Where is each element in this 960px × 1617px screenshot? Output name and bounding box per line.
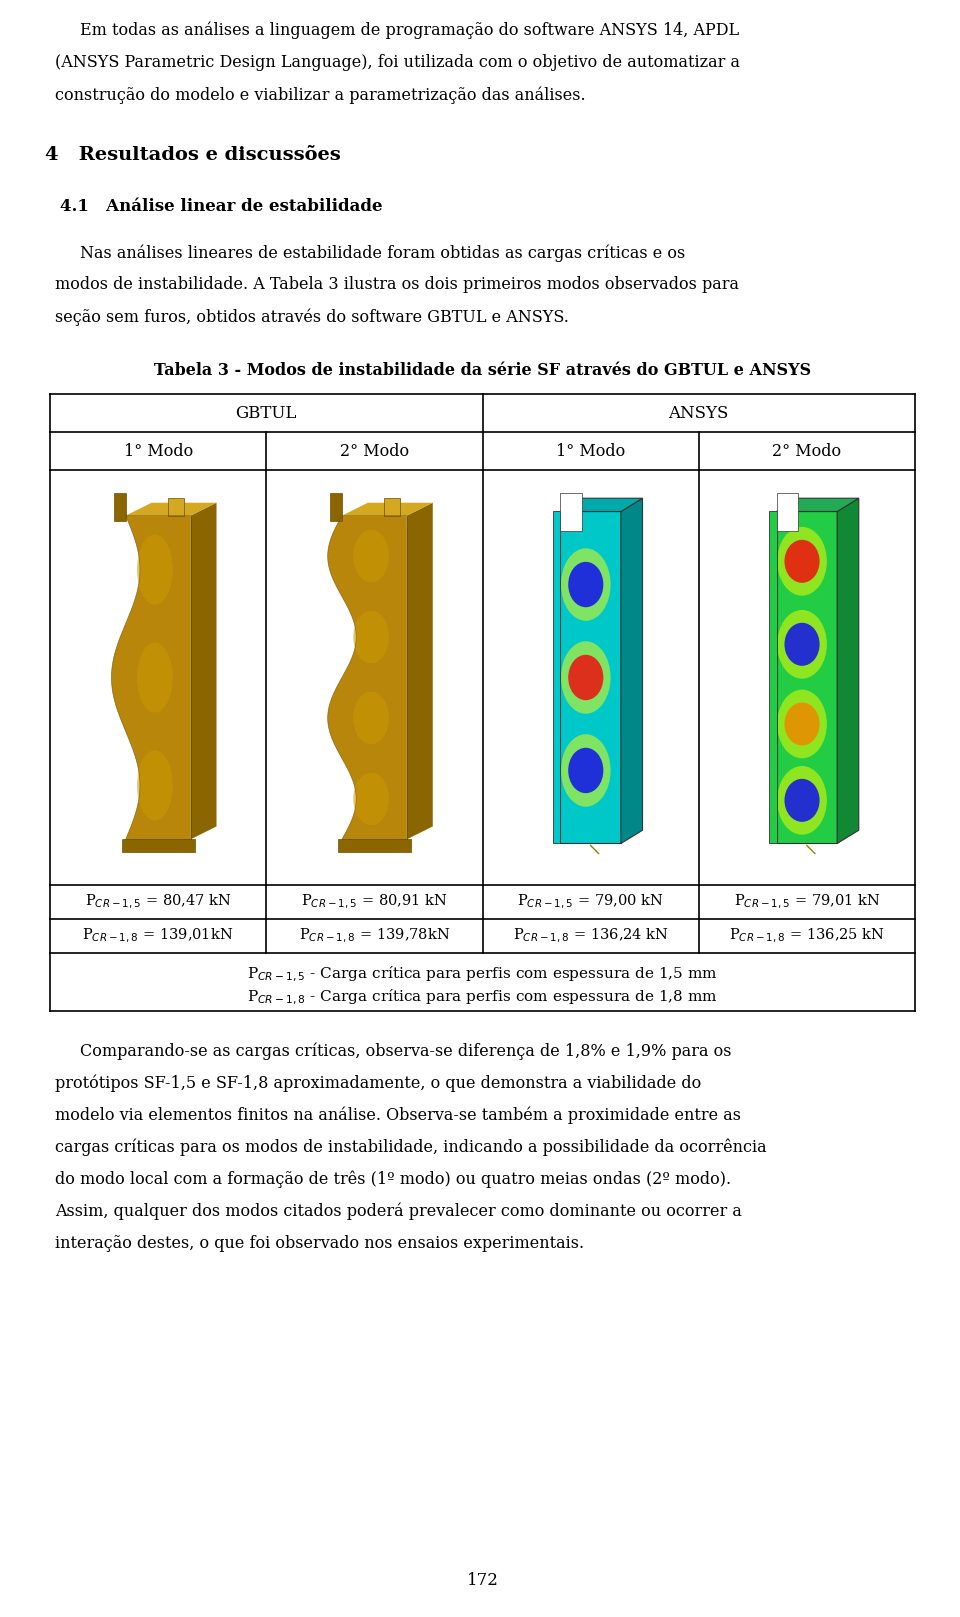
Bar (777, 493, 798, 532)
Polygon shape (407, 503, 433, 839)
Text: Assim, qualquer dos modos citados poderá prevalecer como dominante ou ocorrer a: Assim, qualquer dos modos citados poderá… (55, 1203, 742, 1221)
Text: 1° Modo: 1° Modo (556, 443, 625, 459)
Ellipse shape (568, 747, 603, 794)
Ellipse shape (137, 535, 173, 605)
Text: P$_{CR-1,5}$ = 79,01 kN: P$_{CR-1,5}$ = 79,01 kN (733, 893, 880, 910)
Text: protótipos SF-1,5 e SF-1,8 aproximadamente, o que demonstra a viabilidade do: protótipos SF-1,5 e SF-1,8 aproximadamen… (55, 1075, 701, 1093)
Ellipse shape (784, 540, 820, 582)
Text: construção do modelo e viabilizar a parametrização das análises.: construção do modelo e viabilizar a para… (55, 86, 586, 103)
Text: P$_{CR-1,8}$ - Carga crítica para perfis com espessura de 1,8 mm: P$_{CR-1,8}$ - Carga crítica para perfis… (247, 988, 718, 1007)
Ellipse shape (561, 642, 611, 713)
Text: Nas análises lineares de estabilidade foram obtidas as cargas críticas e os: Nas análises lineares de estabilidade fo… (80, 244, 685, 262)
Text: Em todas as análises a linguagem de programação do software ANSYS 14, APDL: Em todas as análises a linguagem de prog… (80, 23, 739, 39)
Polygon shape (327, 516, 407, 839)
Text: 4.1   Análise linear de estabilidade: 4.1 Análise linear de estabilidade (60, 197, 382, 215)
Text: P$_{CR-1,8}$ = 139,78kN: P$_{CR-1,8}$ = 139,78kN (299, 927, 450, 946)
Text: Tabela 3 - Modos de instabilidade da série SF através do GBTUL e ANSYS: Tabela 3 - Modos de instabilidade da sér… (154, 362, 811, 378)
Ellipse shape (784, 623, 820, 666)
Ellipse shape (353, 530, 389, 582)
Polygon shape (837, 498, 859, 844)
Ellipse shape (353, 773, 389, 825)
Bar (122, 839, 195, 852)
Text: P$_{CR-1,8}$ = 139,01kN: P$_{CR-1,8}$ = 139,01kN (83, 927, 234, 946)
Bar (338, 839, 411, 852)
Bar (561, 511, 621, 844)
Ellipse shape (561, 734, 611, 807)
Ellipse shape (137, 750, 173, 820)
Bar (553, 511, 561, 844)
Ellipse shape (778, 527, 827, 595)
Text: cargas críticas para os modos de instabilidade, indicando a possibilidade da oco: cargas críticas para os modos de instabi… (55, 1138, 767, 1156)
Text: modos de instabilidade. A Tabela 3 ilustra os dois primeiros modos observados pa: modos de instabilidade. A Tabela 3 ilust… (55, 277, 739, 293)
Text: 1° Modo: 1° Modo (124, 443, 193, 459)
Text: 4   Resultados e discussões: 4 Resultados e discussões (45, 146, 341, 163)
Bar (114, 493, 126, 521)
Ellipse shape (353, 692, 389, 744)
Text: 2° Modo: 2° Modo (340, 443, 409, 459)
Polygon shape (111, 516, 191, 839)
Ellipse shape (137, 642, 173, 713)
Ellipse shape (778, 610, 827, 679)
Bar (769, 511, 777, 844)
Text: P$_{CR-1,8}$ = 136,24 kN: P$_{CR-1,8}$ = 136,24 kN (513, 927, 668, 946)
Text: ANSYS: ANSYS (668, 404, 729, 422)
Ellipse shape (778, 766, 827, 834)
Polygon shape (126, 503, 217, 516)
Text: do modo local com a formação de três (1º modo) ou quatro meias ondas (2º modo).: do modo local com a formação de três (1º… (55, 1171, 732, 1188)
Polygon shape (191, 503, 217, 839)
Bar (168, 498, 184, 516)
Ellipse shape (353, 611, 389, 663)
Text: P$_{CR-1,5}$ = 80,91 kN: P$_{CR-1,5}$ = 80,91 kN (301, 893, 447, 910)
Ellipse shape (568, 655, 603, 700)
Ellipse shape (561, 548, 611, 621)
Polygon shape (777, 498, 859, 511)
Text: P$_{CR-1,5}$ = 79,00 kN: P$_{CR-1,5}$ = 79,00 kN (517, 893, 664, 910)
Polygon shape (342, 503, 433, 516)
Bar (777, 511, 837, 844)
Ellipse shape (568, 561, 603, 608)
Text: 172: 172 (467, 1572, 498, 1590)
Text: GBTUL: GBTUL (235, 404, 297, 422)
Ellipse shape (784, 779, 820, 821)
Text: interação destes, o que foi observado nos ensaios experimentais.: interação destes, o que foi observado no… (55, 1235, 584, 1252)
Text: P$_{CR-1,5}$ - Carga crítica para perfis com espessura de 1,5 mm: P$_{CR-1,5}$ - Carga crítica para perfis… (247, 965, 718, 985)
Text: seção sem furos, obtidos através do software GBTUL e ANSYS.: seção sem furos, obtidos através do soft… (55, 307, 569, 325)
Text: Comparando-se as cargas críticas, observa-se diferença de 1,8% e 1,9% para os: Comparando-se as cargas críticas, observ… (80, 1043, 732, 1061)
Text: P$_{CR-1,8}$ = 136,25 kN: P$_{CR-1,8}$ = 136,25 kN (729, 927, 885, 946)
Bar (561, 493, 582, 532)
Text: (ANSYS Parametric Design Language), foi utilizada com o objetivo de automatizar : (ANSYS Parametric Design Language), foi … (55, 53, 740, 71)
Bar (330, 493, 342, 521)
Ellipse shape (778, 689, 827, 758)
Text: P$_{CR-1,5}$ = 80,47 kN: P$_{CR-1,5}$ = 80,47 kN (84, 893, 231, 910)
Text: modelo via elementos finitos na análise. Observa-se também a proximidade entre a: modelo via elementos finitos na análise.… (55, 1108, 741, 1124)
Polygon shape (561, 498, 642, 511)
Polygon shape (621, 498, 642, 844)
Bar (384, 498, 400, 516)
Text: 2° Modo: 2° Modo (772, 443, 841, 459)
Ellipse shape (784, 702, 820, 745)
